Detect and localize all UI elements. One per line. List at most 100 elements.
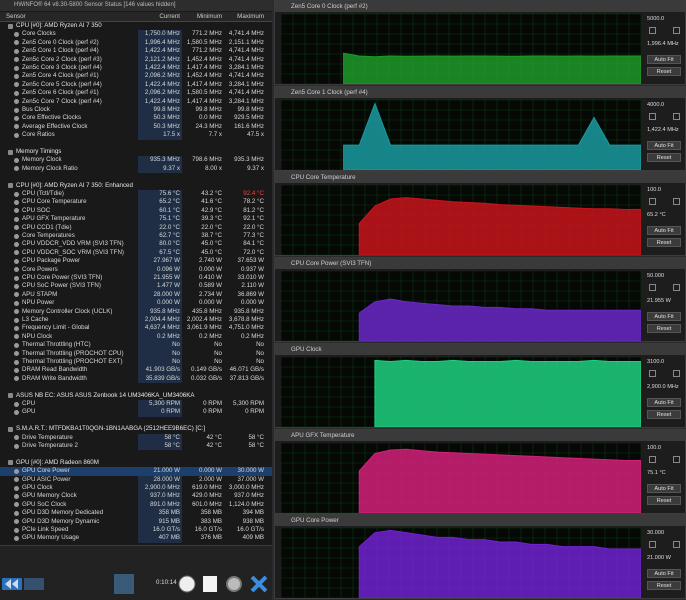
col-sensor[interactable]: Sensor [6, 13, 26, 20]
sensor-icon [14, 435, 19, 441]
sensor-row[interactable]: CPU Package Power 27.967 W 2.740 W 37.653 W [0, 257, 272, 266]
sensor-row[interactable]: Zen5 Core 0 Clock (perf #2) 1,996.4 MHz 1,… [0, 38, 272, 48]
graph-button[interactable]: Auto Fit [647, 226, 681, 236]
checkbox[interactable] [649, 198, 656, 206]
sensor-row[interactable]: Thermal Throttling (HTC) No No No [0, 341, 272, 350]
checkbox[interactable] [673, 369, 680, 377]
checkbox[interactable] [673, 198, 680, 206]
sensor-row[interactable]: CPU 5,300 RPM 0 RPM 5,300 RPM [0, 400, 272, 409]
graph-button[interactable]: Auto Fit [647, 312, 681, 322]
sensor-row[interactable]: CPU Core Power (SVI3 TFN) 21.955 W 0.410 W… [0, 274, 272, 283]
col-minimum[interactable]: Minimum [196, 13, 222, 20]
graph-button[interactable]: Auto Fit [647, 397, 681, 407]
sensor-row[interactable]: GPU Memory Usage 407 MB 376 MB 409 MB [0, 534, 272, 543]
sensor-row[interactable]: Average Effective Clock 50.3 MHz 24.3 MHz 1… [0, 122, 272, 132]
sensor-row[interactable]: Drive Temperature 2 58 °C 42 °C 58 °C [0, 442, 272, 451]
checkbox[interactable] [673, 27, 680, 34]
sensor-row[interactable]: CPU CCD1 (Tdie) 22.0 °C 22.0 °C 22.0 °C [0, 223, 272, 232]
graph-button[interactable]: Reset [647, 581, 681, 591]
graph-button[interactable]: Reset [647, 152, 681, 162]
maximum-value: 37.653 W [237, 257, 264, 265]
sensor-row[interactable]: APU STAPM 28.000 W 2.734 W 36.869 W [0, 290, 272, 300]
sensor-row[interactable]: Thermal Throttling (PROCHOT EXT) No No No [0, 358, 272, 367]
sensor-row[interactable]: Memory Clock 935.3 MHz 798.6 MHz 935.3 MHz [0, 156, 272, 165]
sensor-row[interactable]: Zen5c Core 7 Clock (perf #4) 1,422.4 MHz 1… [0, 97, 272, 106]
checkbox[interactable] [673, 541, 680, 549]
sensor-row[interactable]: CPU (Tctl/Tdie) 75.6 °C 43.2 °C 92.4 °C [0, 190, 272, 199]
sensor-row[interactable]: GPU Core Power 21.000 W 0.000 W 30.000 W [0, 467, 272, 476]
sensor-row[interactable]: GPU ASIC Power 28.000 W 2.000 W 37.000 W [0, 475, 272, 484]
sensor-row[interactable]: GPU D3D Memory Dynamic 915 MB 383 MB 938 MB [0, 517, 272, 526]
checkbox[interactable] [649, 455, 656, 463]
sensor-row[interactable]: GPU D3D Memory Dedicated 358 MB 358 MB 394 … [0, 509, 272, 518]
sensor-row[interactable]: CPU SOC 60.1 °C 42.9 °C 81.2 °C [0, 206, 272, 216]
close-button[interactable] [250, 575, 268, 593]
sensor-icon [14, 233, 19, 239]
sensor-row[interactable]: Zen5 Core 6 Clock (perf #1) 2,096.2 MHz 1,… [0, 89, 272, 98]
col-maximum[interactable]: Maximum [237, 13, 264, 20]
checkbox[interactable] [673, 455, 680, 463]
checkbox[interactable] [649, 284, 656, 292]
checkbox[interactable] [673, 284, 680, 292]
sensor-row[interactable]: Bus Clock 99.8 MHz 99.8 MHz 99.8 MHz [0, 106, 272, 115]
sensor-row[interactable]: GPU Clock 2,900.0 MHz 619.0 MHz 3,000.0 MHz [0, 484, 272, 493]
sensor-row[interactable]: CPU SoC Power (SVI3 TFN) 1.477 W 0.589 W 2.… [0, 282, 272, 291]
graph-current-value: 75.1 °C [647, 469, 666, 476]
maximum-value: 0.2 MHz [240, 332, 264, 340]
graph-button[interactable]: Reset [647, 324, 681, 334]
graph-button[interactable]: Reset [647, 409, 681, 419]
graph-button[interactable]: Reset [647, 495, 681, 505]
sensor-row[interactable]: Thermal Throttling (PROCHOT CPU) No No No [0, 349, 272, 358]
sensor-row[interactable]: Core Powers 0.096 W 0.000 W 0.937 W [0, 265, 272, 274]
sensor-row[interactable]: Zen5c Core 3 Clock (perf #4) 1,422.4 MHz 1… [0, 64, 272, 73]
sensor-row[interactable]: APU GFX Temperature 75.1 °C 39.3 °C 92.1 °C [0, 215, 272, 224]
col-current[interactable]: Current [159, 13, 180, 20]
checkbox[interactable] [649, 369, 656, 377]
graph-button[interactable]: Reset [647, 67, 681, 76]
sensor-label: Zen5c Core 7 Clock (perf #4) [22, 97, 102, 105]
graph-button[interactable]: Reset [647, 238, 681, 248]
checkbox[interactable] [649, 112, 656, 120]
sensor-row[interactable]: Drive Temperature 58 °C 42 °C 58 °C [0, 433, 272, 442]
sensor-row[interactable]: Zen5c Core 5 Clock (perf #4) 1,422.4 MHz 1… [0, 80, 272, 90]
maximum-value: 99.8 MHz [237, 106, 264, 113]
sensor-row[interactable]: CPU Core Temperature 65.2 °C 41.6 °C 78.2 °… [0, 198, 272, 207]
sensor-row[interactable]: Zen5c Core 2 Clock (perf #3) 2,121.2 MHz 1… [0, 55, 272, 64]
graph-button[interactable]: Auto Fit [647, 140, 681, 150]
sensor-row[interactable]: PCIe Link Speed 16.0 GT/s 16.0 GT/s 16.0 GT… [0, 526, 272, 535]
nav-right-button[interactable] [24, 578, 44, 590]
sensor-row[interactable]: Core Temperatures 62.7 °C 38.7 °C 77.3 °C [0, 232, 272, 241]
network-button[interactable] [114, 574, 134, 594]
settings-button[interactable] [226, 576, 242, 592]
checkbox[interactable] [649, 541, 656, 549]
report-button[interactable] [203, 576, 217, 592]
sensor-row[interactable]: Zen5 Core 1 Clock (perf #4) 1,422.4 MHz 77… [0, 47, 272, 56]
sensor-row[interactable]: DRAM Read Bandwidth 41.903 GB/s 0.149 GB/s… [0, 366, 272, 375]
graph-panel: CPU Core Temperature 100.0 65.2 °C Auto Fit… [274, 171, 686, 257]
graph-button[interactable]: Auto Fit [647, 483, 681, 493]
sensor-row[interactable]: Zen5 Core 4 Clock (perf #1) 2,096.2 MHz 1,… [0, 72, 272, 81]
sensor-row[interactable]: GPU SoC Clock 891.0 MHz 601.0 MHz 1,124.0 M… [0, 500, 272, 510]
graph-button[interactable]: Auto Fit [647, 569, 681, 579]
sensor-row[interactable]: L3 Cache 2,004.4 MHz 2,002.4 MHz 3,678.8 MH… [0, 316, 272, 325]
checkbox[interactable] [673, 112, 680, 120]
current-cell-bg [138, 80, 182, 90]
sensor-row[interactable]: GPU Memory Clock 937.0 MHz 429.0 MHz 937.0 … [0, 492, 272, 501]
sensor-row[interactable]: Memory Controller Clock (UCLK) 935.8 MHz 4… [0, 307, 272, 316]
sensor-row[interactable]: Core Ratios 17.5 x 7.7 x 47.5 x [0, 131, 272, 140]
sensor-row[interactable]: Core Effective Clocks 50.3 MHz 0.0 MHz 929.… [0, 114, 272, 123]
sensor-row[interactable]: NPU Power 0.000 W 0.000 W 0.000 W [0, 299, 272, 308]
sensor-row[interactable]: GPU 0 RPM 0 RPM 0 RPM [0, 408, 272, 417]
sensor-row[interactable]: Memory Clock Ratio 9.37 x 8.00 x 9.37 x [0, 164, 272, 174]
sensor-row[interactable]: DRAM Write Bandwidth 35.839 GB/s 0.032 GB/… [0, 374, 272, 384]
sensor-row[interactable]: Frequency Limit - Global 4,637.4 MHz 3,061… [0, 324, 272, 333]
graph-button[interactable]: Auto Fit [647, 55, 681, 64]
sensor-row[interactable]: CPU VDDCR_VDD VRM (SVI3 TFN) 80.0 °C 45.0 … [0, 240, 272, 249]
sensor-row[interactable]: NPU Clock 0.2 MHz 0.2 MHz 0.2 MHz [0, 332, 272, 342]
checkbox[interactable] [649, 27, 656, 34]
current-cell-bg [138, 64, 182, 73]
graph-current-value: 1,422.4 MHz [647, 126, 679, 133]
sensor-row[interactable]: Core Clocks 1,750.0 MHz 771.2 MHz 4,741.4 M… [0, 30, 272, 39]
sensor-row[interactable]: CPU VDDCR_SOC VRM (SVI3 TFN) 67.5 °C 45.0 … [0, 248, 272, 258]
clock-button[interactable] [178, 575, 196, 593]
